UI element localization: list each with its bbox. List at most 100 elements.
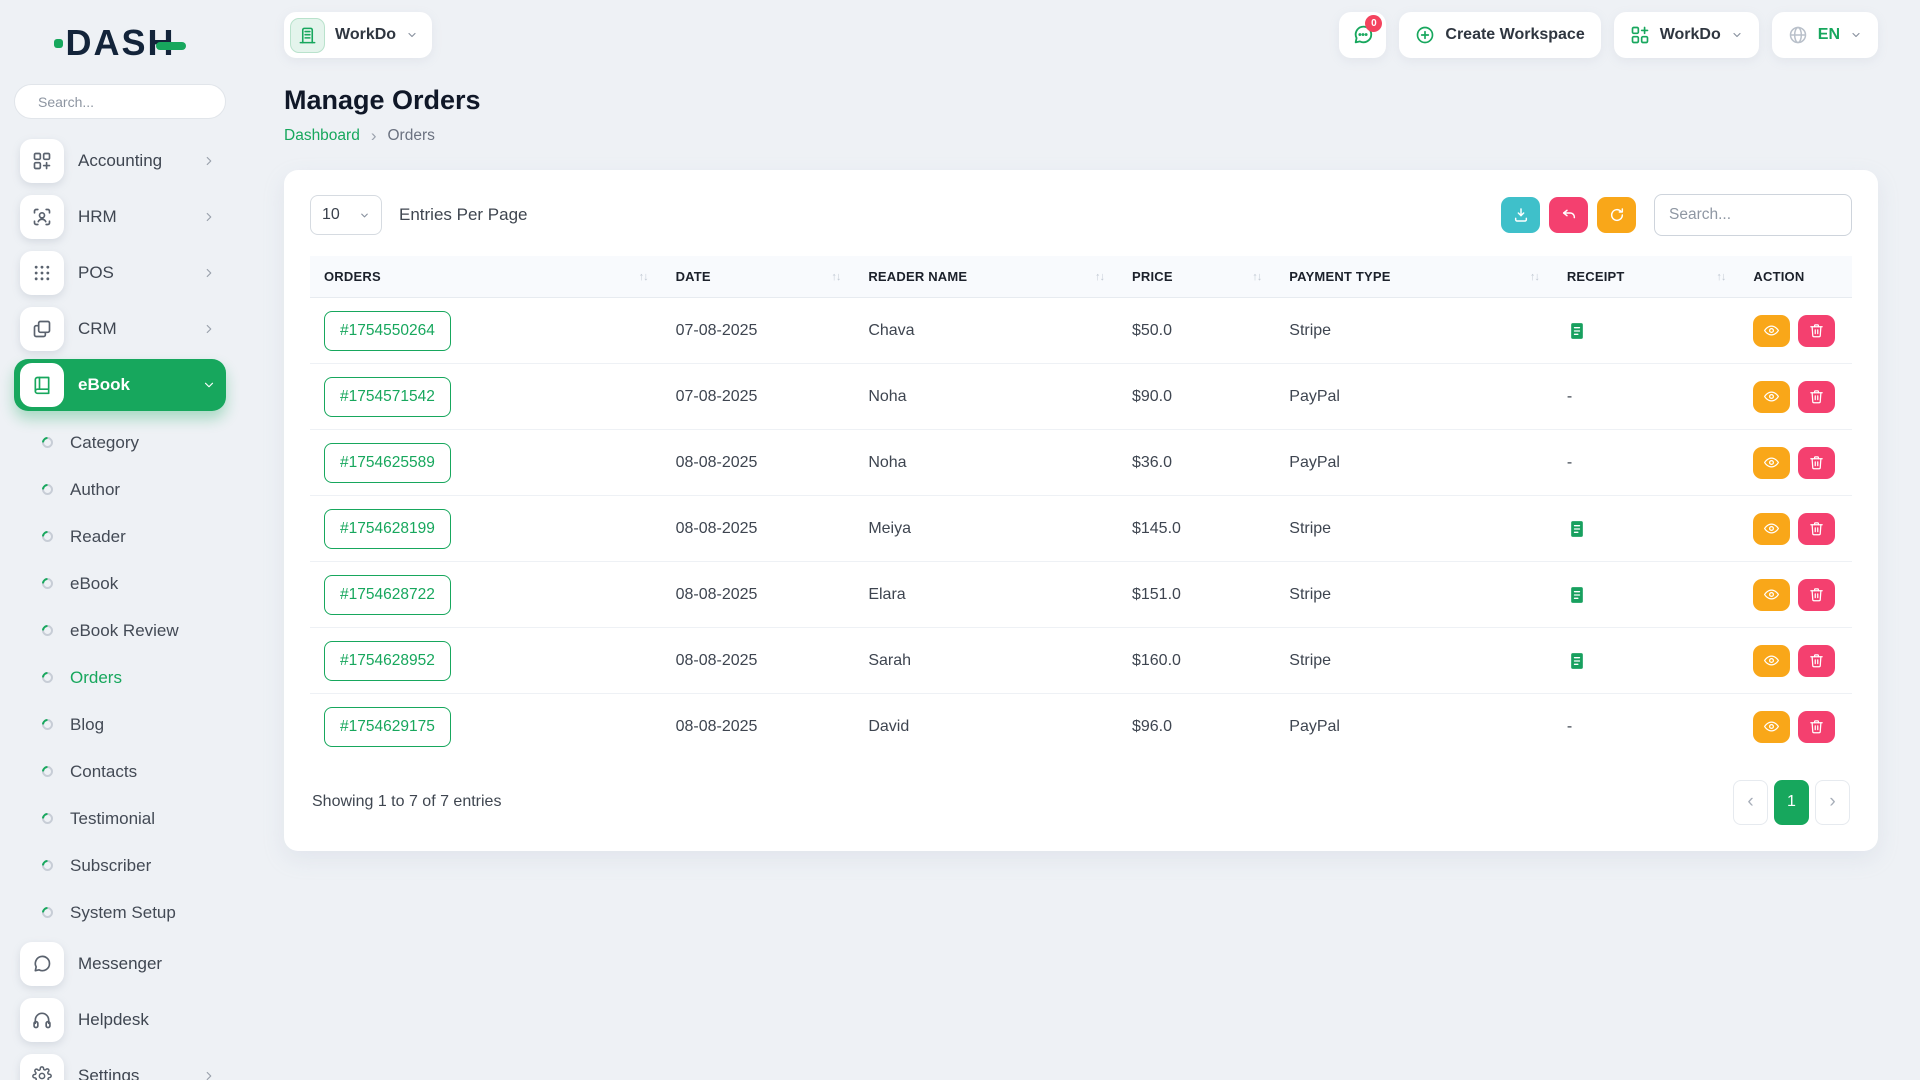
sidebar-item-pos[interactable]: POS [14, 247, 226, 299]
delete-button[interactable] [1798, 446, 1836, 479]
entries-per-page-select[interactable]: 10 [310, 195, 382, 235]
table-search-input[interactable] [1654, 194, 1852, 236]
delete-button[interactable] [1798, 710, 1836, 743]
logo-accent-bar [155, 42, 186, 50]
entries-control: 10 Entries Per Page [310, 195, 528, 235]
sidebar-item-ebook-review[interactable]: eBook Review [39, 607, 226, 654]
receipt-icon[interactable] [1567, 651, 1587, 671]
pagination-prev[interactable]: ‹ [1733, 779, 1768, 825]
delete-button[interactable] [1798, 512, 1836, 545]
reader-cell: Elara [854, 561, 1118, 628]
sidebar-item-helpdesk[interactable]: Helpdesk [14, 994, 226, 1046]
pagination-next[interactable]: › [1815, 779, 1850, 825]
workspace-selector[interactable]: WorkDo [284, 12, 433, 58]
payment-cell: PayPal [1275, 363, 1553, 430]
column-header-receipt[interactable]: RECEIPT ↑↓ [1552, 256, 1740, 298]
sidebar-item-label: Messenger [78, 954, 163, 973]
order-id-badge[interactable]: #1754628952 [324, 640, 451, 681]
sidebar-item-label: Settings [78, 1066, 140, 1080]
order-id-badge[interactable]: #1754628722 [324, 574, 451, 615]
trash-icon [1810, 456, 1824, 470]
entries-per-page-label: Entries Per Page [399, 205, 528, 224]
sidebar-item-crm[interactable]: CRM [14, 303, 226, 355]
grid-plus-icon [1630, 25, 1650, 45]
bullet-icon [39, 434, 56, 451]
order-id-badge[interactable]: #1754625589 [324, 442, 451, 483]
row-actions [1753, 380, 1838, 413]
refresh-button[interactable] [1597, 197, 1636, 233]
sidebar-item-ebook-sub[interactable]: eBook [39, 560, 226, 607]
sidebar-item-label: POS [78, 263, 114, 282]
receipt-icon[interactable] [1567, 585, 1587, 605]
sidebar-item-category[interactable]: Category [39, 419, 226, 466]
sidebar-item-accounting[interactable]: Accounting [14, 135, 226, 187]
sidebar-search-input[interactable] [38, 93, 219, 110]
delete-button[interactable] [1798, 578, 1836, 611]
workdo-label: WorkDo [1659, 26, 1721, 43]
delete-button[interactable] [1798, 380, 1836, 413]
create-workspace-button[interactable]: Create Workspace [1399, 12, 1601, 58]
sidebar-item-subscriber[interactable]: Subscriber [39, 842, 226, 889]
sidebar-item-messenger[interactable]: Messenger [14, 938, 226, 990]
date-cell: 08-08-2025 [661, 627, 855, 694]
sidebar-item-system-setup[interactable]: System Setup [39, 889, 226, 936]
sidebar-item-blog[interactable]: Blog [39, 701, 226, 748]
receipt-icon[interactable] [1567, 519, 1587, 539]
sidebar-item-testimonial[interactable]: Testimonial [39, 795, 226, 842]
view-button[interactable] [1753, 314, 1791, 347]
order-id-badge[interactable]: #1754628199 [324, 508, 451, 549]
sidebar-item-label: HRM [78, 207, 117, 226]
delete-button[interactable] [1798, 314, 1836, 347]
messages-button[interactable]: 0 [1339, 12, 1387, 58]
row-actions [1753, 578, 1838, 611]
back-button[interactable] [1549, 197, 1588, 233]
language-selector[interactable]: EN [1771, 12, 1878, 58]
logo[interactable]: DASH [14, 20, 226, 66]
column-header-price[interactable]: PRICE ↑↓ [1117, 256, 1276, 298]
column-header-reader-name[interactable]: READER NAME ↑↓ [854, 256, 1118, 298]
sidebar-item-label: CRM [78, 319, 117, 338]
orders-card: 10 Entries Per Page [284, 170, 1878, 851]
eye-icon [1764, 457, 1780, 468]
column-header-orders[interactable]: ORDERS ↑↓ [310, 256, 662, 298]
sidebar-item-hrm[interactable]: HRM [14, 191, 226, 243]
bullet-icon [39, 528, 56, 545]
sidebar-item-orders[interactable]: Orders [39, 654, 226, 701]
order-id-badge[interactable]: #1754629175 [324, 706, 451, 747]
sidebar-search[interactable] [14, 84, 226, 119]
price-cell: $151.0 [1117, 561, 1276, 628]
export-button[interactable] [1501, 197, 1540, 233]
sidebar-item-label: eBook [78, 375, 130, 394]
order-id-badge[interactable]: #1754550264 [324, 310, 451, 351]
column-header-payment-type[interactable]: PAYMENT TYPE ↑↓ [1275, 256, 1553, 298]
pagination-page-1[interactable]: 1 [1774, 779, 1809, 825]
globe-icon [1788, 25, 1808, 45]
sidebar-item-ebook[interactable]: eBook [14, 359, 226, 411]
workdo-dropdown[interactable]: WorkDo [1613, 12, 1759, 58]
view-button[interactable] [1753, 578, 1791, 611]
row-actions [1753, 710, 1838, 743]
bullet-icon [39, 857, 56, 874]
view-button[interactable] [1753, 644, 1791, 677]
chevron-right-icon [202, 154, 216, 168]
payment-cell: Stripe [1275, 627, 1553, 694]
payment-cell: PayPal [1289, 717, 1340, 735]
view-button[interactable] [1753, 380, 1791, 413]
view-button[interactable] [1753, 710, 1791, 743]
price-cell: $160.0 [1117, 627, 1276, 694]
order-id-badge[interactable]: #1754571542 [324, 376, 451, 417]
delete-button[interactable] [1798, 644, 1836, 677]
trash-icon [1810, 588, 1824, 602]
view-button[interactable] [1753, 512, 1791, 545]
receipt-icon[interactable] [1567, 321, 1587, 341]
sidebar-item-contacts[interactable]: Contacts [39, 748, 226, 795]
sidebar-item-reader[interactable]: Reader [39, 513, 226, 560]
price-cell: $96.0 [1131, 717, 1173, 735]
column-header-date[interactable]: DATE ↑↓ [661, 256, 855, 298]
view-button[interactable] [1753, 446, 1791, 479]
sidebar-item-settings[interactable]: Settings [14, 1050, 226, 1080]
sidebar-item-author[interactable]: Author [39, 466, 226, 513]
bullet-icon [39, 763, 56, 780]
breadcrumb-dashboard-link[interactable]: Dashboard [284, 127, 360, 144]
reader-cell: Chava [854, 297, 1118, 364]
